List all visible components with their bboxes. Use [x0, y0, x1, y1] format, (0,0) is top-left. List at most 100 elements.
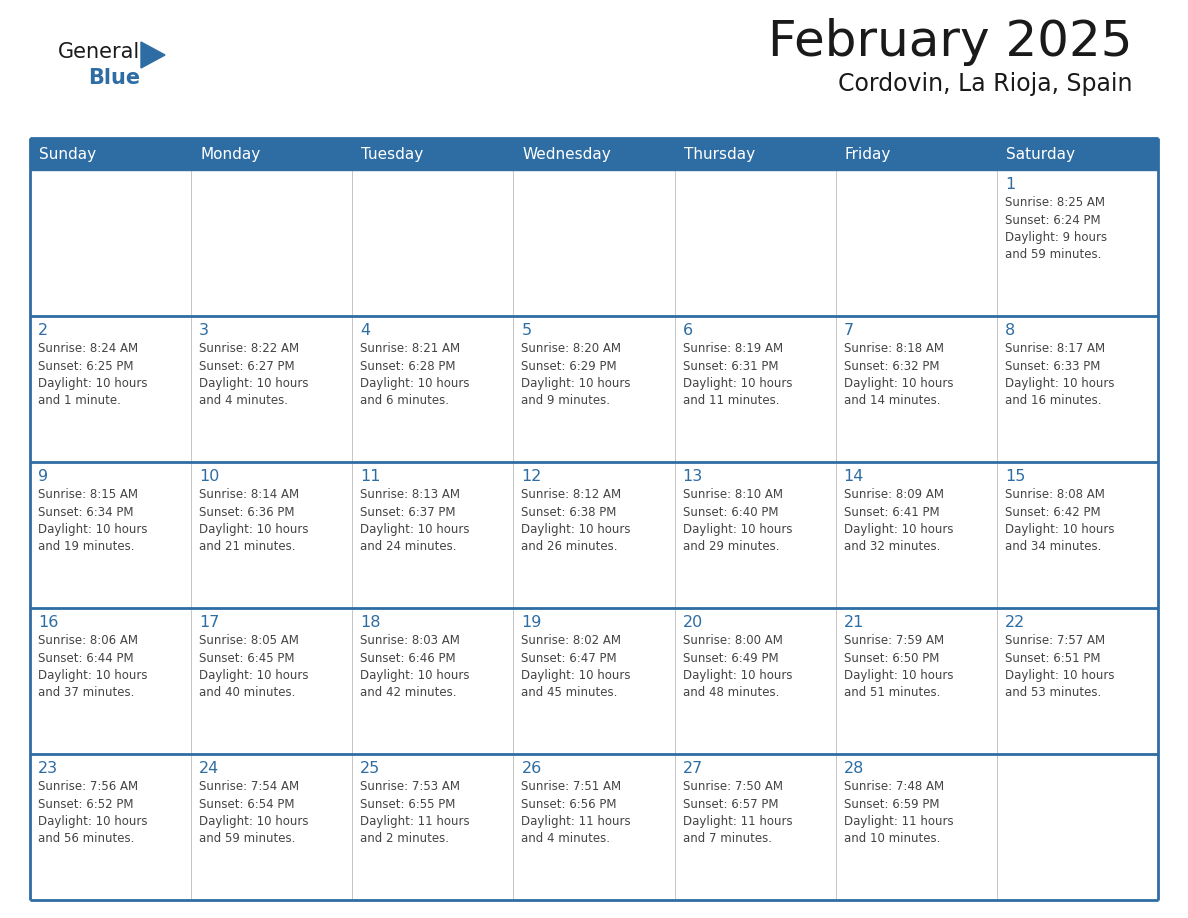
- Text: Sunrise: 7:51 AM
Sunset: 6:56 PM
Daylight: 11 hours
and 4 minutes.: Sunrise: 7:51 AM Sunset: 6:56 PM Dayligh…: [522, 780, 631, 845]
- Bar: [675, 138, 835, 170]
- Text: Sunrise: 7:59 AM
Sunset: 6:50 PM
Daylight: 10 hours
and 51 minutes.: Sunrise: 7:59 AM Sunset: 6:50 PM Dayligh…: [843, 634, 953, 700]
- Text: 12: 12: [522, 469, 542, 484]
- Bar: [353, 138, 513, 170]
- Text: Sunrise: 8:15 AM
Sunset: 6:34 PM
Daylight: 10 hours
and 19 minutes.: Sunrise: 8:15 AM Sunset: 6:34 PM Dayligh…: [38, 488, 147, 554]
- Text: February 2025: February 2025: [769, 18, 1133, 66]
- Text: 7: 7: [843, 323, 854, 338]
- Text: Sunrise: 8:14 AM
Sunset: 6:36 PM
Daylight: 10 hours
and 21 minutes.: Sunrise: 8:14 AM Sunset: 6:36 PM Dayligh…: [200, 488, 309, 554]
- Text: 1: 1: [1005, 177, 1015, 192]
- Bar: [30, 316, 191, 462]
- Text: Sunrise: 8:22 AM
Sunset: 6:27 PM
Daylight: 10 hours
and 4 minutes.: Sunrise: 8:22 AM Sunset: 6:27 PM Dayligh…: [200, 342, 309, 408]
- Text: 2: 2: [38, 323, 49, 338]
- Text: Saturday: Saturday: [1006, 147, 1075, 162]
- Text: Sunrise: 8:25 AM
Sunset: 6:24 PM
Daylight: 9 hours
and 59 minutes.: Sunrise: 8:25 AM Sunset: 6:24 PM Dayligh…: [1005, 196, 1107, 262]
- Bar: [513, 170, 675, 316]
- Bar: [997, 754, 1158, 900]
- Bar: [997, 608, 1158, 754]
- Text: 13: 13: [683, 469, 703, 484]
- Bar: [835, 316, 997, 462]
- Text: Sunrise: 8:06 AM
Sunset: 6:44 PM
Daylight: 10 hours
and 37 minutes.: Sunrise: 8:06 AM Sunset: 6:44 PM Dayligh…: [38, 634, 147, 700]
- Text: Cordovin, La Rioja, Spain: Cordovin, La Rioja, Spain: [839, 72, 1133, 96]
- Text: Sunrise: 8:08 AM
Sunset: 6:42 PM
Daylight: 10 hours
and 34 minutes.: Sunrise: 8:08 AM Sunset: 6:42 PM Dayligh…: [1005, 488, 1114, 554]
- Bar: [997, 170, 1158, 316]
- Text: 8: 8: [1005, 323, 1015, 338]
- Text: Sunrise: 8:05 AM
Sunset: 6:45 PM
Daylight: 10 hours
and 40 minutes.: Sunrise: 8:05 AM Sunset: 6:45 PM Dayligh…: [200, 634, 309, 700]
- Bar: [513, 138, 675, 170]
- Text: Wednesday: Wednesday: [523, 147, 611, 162]
- Bar: [835, 608, 997, 754]
- Text: 6: 6: [683, 323, 693, 338]
- Bar: [835, 170, 997, 316]
- Bar: [191, 170, 353, 316]
- Text: Sunrise: 8:00 AM
Sunset: 6:49 PM
Daylight: 10 hours
and 48 minutes.: Sunrise: 8:00 AM Sunset: 6:49 PM Dayligh…: [683, 634, 792, 700]
- Text: Sunrise: 8:12 AM
Sunset: 6:38 PM
Daylight: 10 hours
and 26 minutes.: Sunrise: 8:12 AM Sunset: 6:38 PM Dayligh…: [522, 488, 631, 554]
- Text: 5: 5: [522, 323, 531, 338]
- Text: Sunrise: 8:17 AM
Sunset: 6:33 PM
Daylight: 10 hours
and 16 minutes.: Sunrise: 8:17 AM Sunset: 6:33 PM Dayligh…: [1005, 342, 1114, 408]
- Text: 9: 9: [38, 469, 49, 484]
- Text: Monday: Monday: [200, 147, 260, 162]
- Bar: [513, 316, 675, 462]
- Text: 15: 15: [1005, 469, 1025, 484]
- Text: 4: 4: [360, 323, 371, 338]
- Text: Sunrise: 8:24 AM
Sunset: 6:25 PM
Daylight: 10 hours
and 1 minute.: Sunrise: 8:24 AM Sunset: 6:25 PM Dayligh…: [38, 342, 147, 408]
- Bar: [353, 170, 513, 316]
- Bar: [675, 170, 835, 316]
- Text: Sunrise: 8:21 AM
Sunset: 6:28 PM
Daylight: 10 hours
and 6 minutes.: Sunrise: 8:21 AM Sunset: 6:28 PM Dayligh…: [360, 342, 469, 408]
- Text: 20: 20: [683, 615, 703, 630]
- Bar: [30, 754, 191, 900]
- Text: Tuesday: Tuesday: [361, 147, 424, 162]
- Text: Sunrise: 8:18 AM
Sunset: 6:32 PM
Daylight: 10 hours
and 14 minutes.: Sunrise: 8:18 AM Sunset: 6:32 PM Dayligh…: [843, 342, 953, 408]
- Bar: [30, 608, 191, 754]
- Text: Sunrise: 7:50 AM
Sunset: 6:57 PM
Daylight: 11 hours
and 7 minutes.: Sunrise: 7:50 AM Sunset: 6:57 PM Dayligh…: [683, 780, 792, 845]
- Bar: [835, 462, 997, 608]
- Text: 19: 19: [522, 615, 542, 630]
- Text: 25: 25: [360, 761, 380, 776]
- Text: Friday: Friday: [845, 147, 891, 162]
- Text: 26: 26: [522, 761, 542, 776]
- Bar: [835, 138, 997, 170]
- Bar: [191, 754, 353, 900]
- Text: Thursday: Thursday: [683, 147, 754, 162]
- Bar: [675, 462, 835, 608]
- Bar: [997, 138, 1158, 170]
- Text: Sunrise: 8:20 AM
Sunset: 6:29 PM
Daylight: 10 hours
and 9 minutes.: Sunrise: 8:20 AM Sunset: 6:29 PM Dayligh…: [522, 342, 631, 408]
- Text: Sunrise: 8:09 AM
Sunset: 6:41 PM
Daylight: 10 hours
and 32 minutes.: Sunrise: 8:09 AM Sunset: 6:41 PM Dayligh…: [843, 488, 953, 554]
- Bar: [30, 462, 191, 608]
- Bar: [353, 316, 513, 462]
- Text: 11: 11: [360, 469, 381, 484]
- Text: 22: 22: [1005, 615, 1025, 630]
- Bar: [191, 316, 353, 462]
- Text: 27: 27: [683, 761, 703, 776]
- Bar: [675, 754, 835, 900]
- Text: Sunday: Sunday: [39, 147, 96, 162]
- Text: Sunrise: 7:57 AM
Sunset: 6:51 PM
Daylight: 10 hours
and 53 minutes.: Sunrise: 7:57 AM Sunset: 6:51 PM Dayligh…: [1005, 634, 1114, 700]
- Bar: [997, 316, 1158, 462]
- Bar: [30, 138, 191, 170]
- Text: 23: 23: [38, 761, 58, 776]
- Text: 21: 21: [843, 615, 864, 630]
- Text: 10: 10: [200, 469, 220, 484]
- Bar: [835, 754, 997, 900]
- Text: 17: 17: [200, 615, 220, 630]
- Text: Blue: Blue: [88, 68, 140, 88]
- Bar: [191, 608, 353, 754]
- Text: 24: 24: [200, 761, 220, 776]
- Text: 28: 28: [843, 761, 864, 776]
- Bar: [191, 138, 353, 170]
- Polygon shape: [141, 42, 165, 68]
- Text: Sunrise: 7:48 AM
Sunset: 6:59 PM
Daylight: 11 hours
and 10 minutes.: Sunrise: 7:48 AM Sunset: 6:59 PM Dayligh…: [843, 780, 953, 845]
- Text: 14: 14: [843, 469, 864, 484]
- Text: 18: 18: [360, 615, 381, 630]
- Bar: [513, 608, 675, 754]
- Text: Sunrise: 7:54 AM
Sunset: 6:54 PM
Daylight: 10 hours
and 59 minutes.: Sunrise: 7:54 AM Sunset: 6:54 PM Dayligh…: [200, 780, 309, 845]
- Bar: [675, 316, 835, 462]
- Bar: [191, 462, 353, 608]
- Bar: [513, 462, 675, 608]
- Text: Sunrise: 8:02 AM
Sunset: 6:47 PM
Daylight: 10 hours
and 45 minutes.: Sunrise: 8:02 AM Sunset: 6:47 PM Dayligh…: [522, 634, 631, 700]
- Text: General: General: [58, 42, 140, 62]
- Text: 3: 3: [200, 323, 209, 338]
- Bar: [353, 462, 513, 608]
- Bar: [30, 170, 191, 316]
- Text: Sunrise: 7:56 AM
Sunset: 6:52 PM
Daylight: 10 hours
and 56 minutes.: Sunrise: 7:56 AM Sunset: 6:52 PM Dayligh…: [38, 780, 147, 845]
- Text: Sunrise: 8:03 AM
Sunset: 6:46 PM
Daylight: 10 hours
and 42 minutes.: Sunrise: 8:03 AM Sunset: 6:46 PM Dayligh…: [360, 634, 469, 700]
